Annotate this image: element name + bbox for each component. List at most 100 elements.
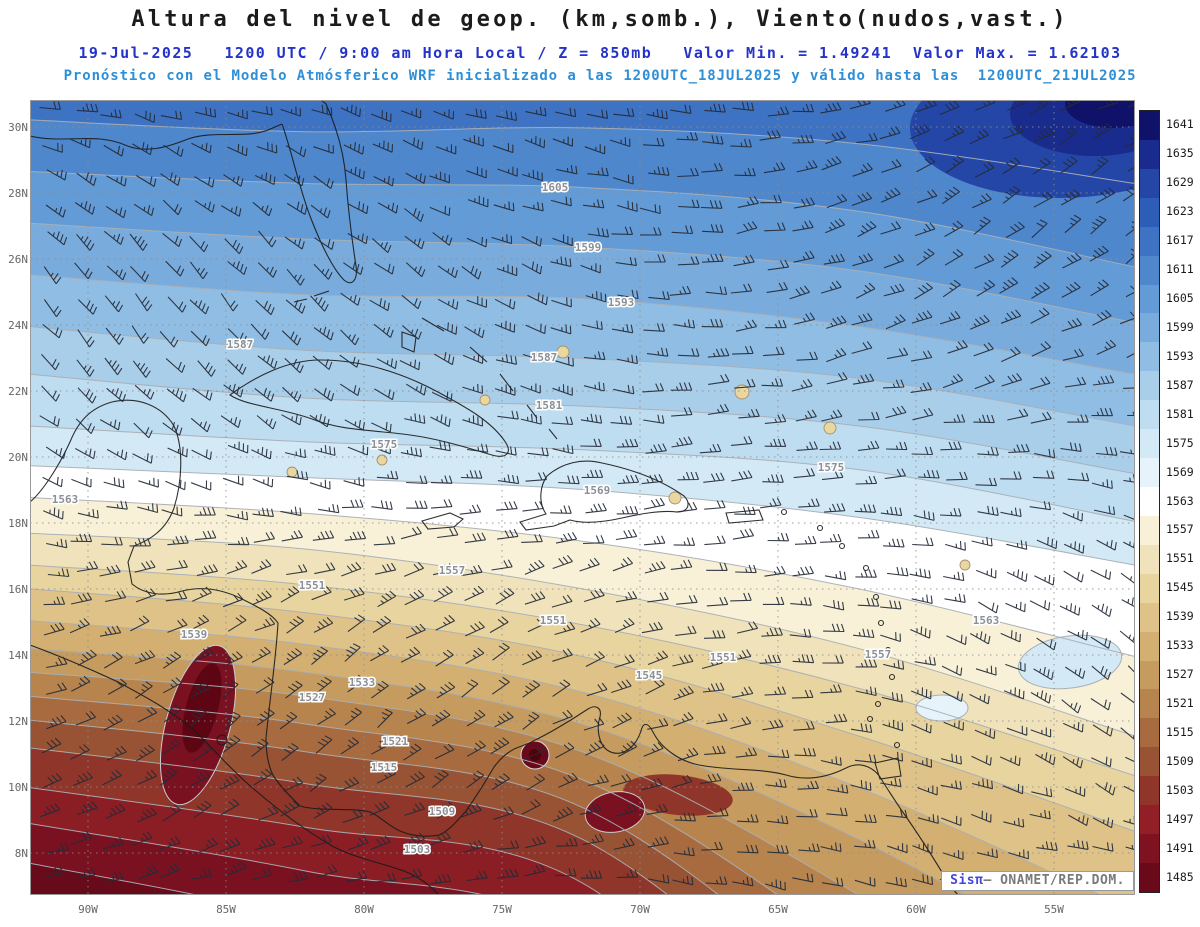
island-antilles [866, 715, 874, 723]
wind-barb [70, 592, 93, 605]
wind-barb [767, 532, 790, 542]
wind-barb [918, 469, 940, 479]
wind-barb [582, 833, 604, 845]
wind-barb [495, 587, 515, 605]
wind-barb [1123, 785, 1135, 793]
wind-barb [734, 378, 756, 389]
wind-barb [1033, 191, 1053, 208]
wind-barb [916, 100, 937, 113]
lake-nicaragua [216, 734, 228, 746]
wind-barb [731, 470, 753, 482]
wind-barb [464, 326, 485, 339]
wind-barb [220, 798, 240, 816]
wind-barb [824, 570, 847, 581]
wind-barb [1120, 572, 1135, 585]
colorbar-cell-1617 [1140, 226, 1159, 256]
wind-barb [309, 413, 330, 428]
wind-barb [227, 536, 250, 546]
wind-barb [550, 505, 572, 514]
wind-barb [642, 383, 665, 393]
wind-barb [314, 237, 335, 250]
wind-barb [826, 371, 848, 385]
wind-barb [643, 323, 665, 332]
wind-barb [1062, 756, 1084, 769]
wind-barb [705, 286, 728, 296]
map-frame [30, 100, 1135, 895]
colorbar-label: 1623 [1166, 204, 1194, 219]
island-antilles [780, 508, 788, 516]
wind-barb [466, 709, 486, 727]
contour-label-1605: 1605 [542, 181, 569, 194]
coastline [281, 100, 357, 284]
wind-barb [1089, 245, 1109, 262]
wind-barb [976, 279, 996, 297]
wind-barb [730, 592, 752, 602]
lon-tick-label: 55W [1044, 903, 1064, 916]
wind-barb [1123, 816, 1135, 825]
wind-barb [222, 735, 241, 753]
wind-barb [909, 124, 930, 140]
wind-barb [616, 200, 638, 212]
wind-barb [347, 674, 366, 693]
wind-barb [431, 709, 451, 727]
wind-barb [257, 262, 278, 278]
coastlines [30, 100, 959, 895]
wind-barb [436, 322, 458, 335]
wind-barb [671, 774, 693, 789]
wind-barb [99, 419, 121, 431]
colorbar-cell-1623 [1140, 197, 1159, 227]
wind-barb [585, 291, 607, 303]
wind-barb [193, 646, 214, 662]
wind-barb [706, 596, 729, 607]
wind-barb [254, 387, 275, 402]
wind-barb [165, 590, 188, 602]
wind-barb [854, 754, 877, 764]
wind-barb [766, 282, 788, 293]
wind-barb [46, 656, 68, 669]
wind-barb [162, 232, 183, 248]
wind-barb [581, 469, 604, 479]
contour-line-1611 [30, 119, 1135, 184]
wind-barb [41, 385, 60, 402]
wind-barb [134, 681, 153, 699]
wind-barb [732, 876, 754, 887]
wind-barb [1007, 408, 1029, 421]
wind-barb [1092, 724, 1113, 737]
wind-barb [579, 803, 602, 815]
colorbar-label: 1551 [1166, 551, 1194, 566]
wind-barb [497, 166, 518, 177]
wind-barb [1064, 214, 1082, 234]
wind-barb [1090, 698, 1111, 711]
wind-barb [252, 201, 273, 217]
contour-label-1569: 1569 [584, 484, 611, 497]
wind-barb [1062, 348, 1084, 361]
wind-barb [1122, 184, 1135, 202]
wind-barb [911, 310, 933, 324]
wind-barb [497, 529, 519, 540]
wind-barb [550, 256, 572, 268]
wind-barb [77, 801, 98, 816]
wind-barb [705, 876, 728, 885]
wind-barb [587, 774, 609, 787]
wind-barb [911, 723, 932, 734]
wind-barb [403, 562, 425, 577]
wind-barb [496, 264, 518, 277]
wind-barb [311, 585, 332, 601]
wind-barb [466, 236, 488, 248]
island-antilles [816, 524, 824, 532]
wind-barb [42, 476, 63, 488]
wind-barb [429, 205, 451, 217]
wind-barb [1006, 540, 1028, 550]
wind-barb [944, 593, 966, 603]
wind-barb [76, 103, 99, 113]
wind-barb [1030, 690, 1052, 704]
wind-barb [760, 497, 782, 509]
wind-barb [77, 299, 98, 315]
wind-barb [767, 259, 790, 271]
wind-barb [466, 870, 488, 882]
coastline [725, 509, 764, 524]
wind-barb [132, 453, 153, 464]
wind-barb [763, 346, 785, 357]
wind-barb [43, 266, 62, 285]
